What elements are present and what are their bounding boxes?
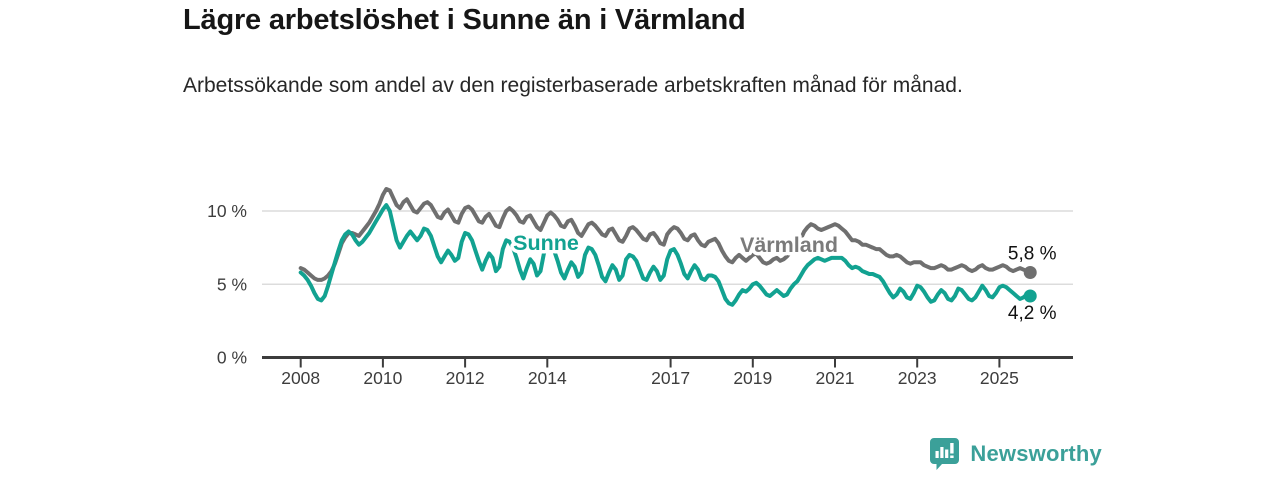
x-tick-label: 2012 bbox=[446, 368, 485, 388]
end-value-label: 4,2 % bbox=[1008, 303, 1057, 324]
brand-name: Newsworthy bbox=[970, 441, 1102, 466]
x-tick-label: 2021 bbox=[816, 368, 855, 388]
series-label-varmland: Värmland bbox=[740, 233, 838, 257]
x-tick-label: 2019 bbox=[733, 368, 772, 388]
x-axis: 2008 2010 2012 2014 2017 2019 2021 2023 2025 bbox=[262, 356, 1073, 388]
line-sunne bbox=[298, 203, 1033, 307]
gridlines: 10 % 5 % 0 % bbox=[207, 201, 1073, 368]
y-tick-label: 10 % bbox=[207, 201, 247, 221]
chart-title: Lägre arbetslöshet i Sunne än i Värmland bbox=[183, 4, 746, 36]
x-tick-label: 2023 bbox=[898, 368, 937, 388]
y-tick-label: 0 % bbox=[217, 348, 247, 368]
x-tick-label: 2017 bbox=[651, 368, 690, 388]
series-label-sunne: Sunne bbox=[513, 231, 579, 255]
end-dot-sunne bbox=[1023, 289, 1037, 303]
x-tick-label: 2025 bbox=[980, 368, 1019, 388]
newsworthy-logo-icon bbox=[930, 438, 960, 470]
x-tick-label: 2010 bbox=[363, 368, 402, 388]
end-dot-varmland bbox=[1023, 266, 1037, 280]
brand-footer: Newsworthy bbox=[930, 436, 1102, 472]
end-value-label: 5,8 % bbox=[1008, 244, 1057, 265]
x-tick-label: 2014 bbox=[528, 368, 567, 388]
x-tick-label: 2008 bbox=[281, 368, 320, 388]
series-labels: 5,8 % 4,2 % Värmland Sunne bbox=[510, 228, 1057, 324]
y-tick-label: 5 % bbox=[217, 274, 247, 294]
data-series bbox=[298, 187, 1037, 307]
chart-subtitle: Arbetssökande som andel av den registerb… bbox=[183, 74, 963, 97]
line-varmland bbox=[298, 187, 1033, 282]
